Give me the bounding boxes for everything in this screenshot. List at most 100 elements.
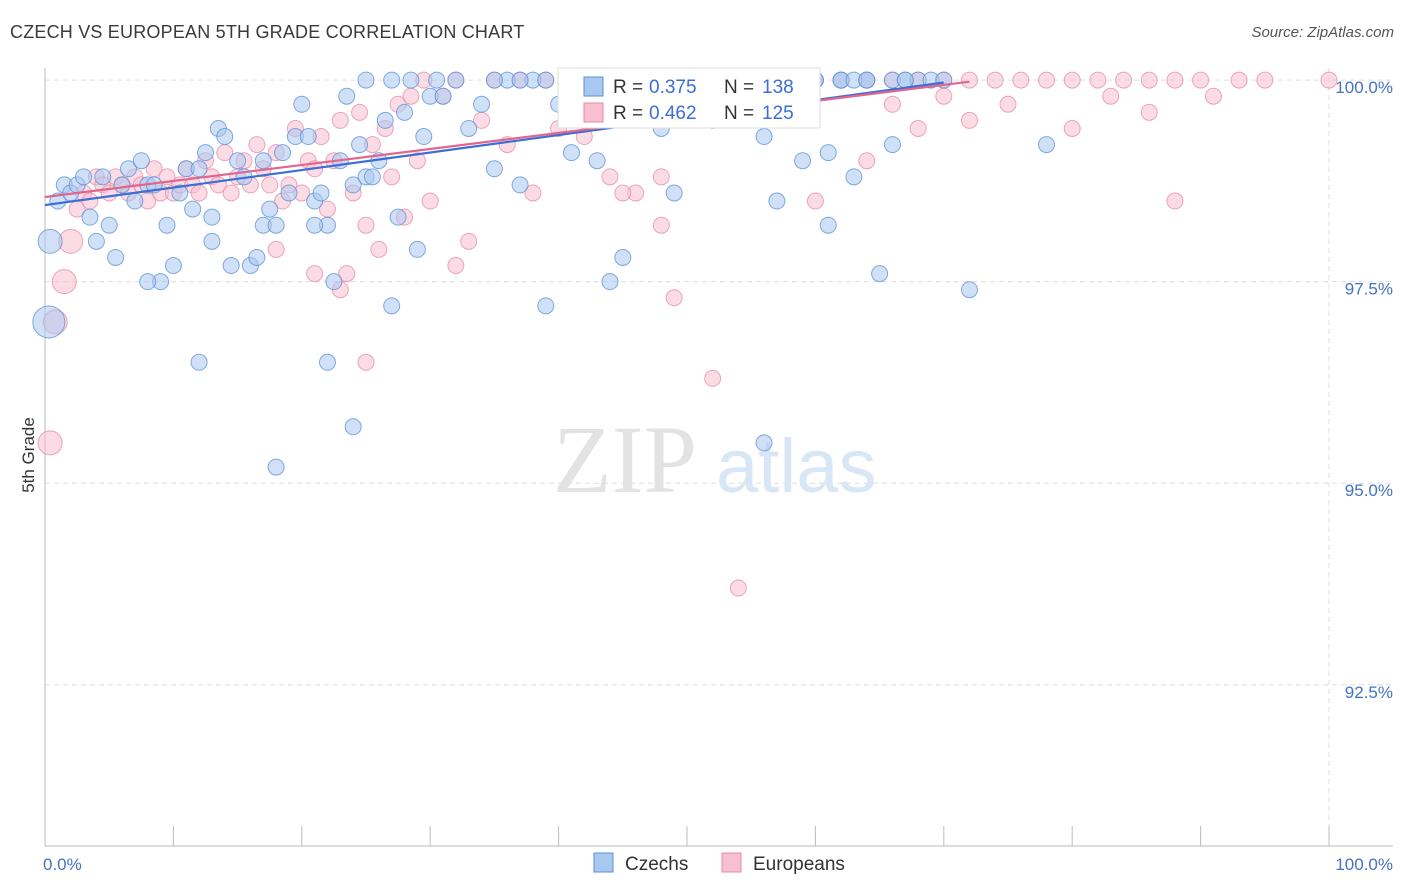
czech-point [171,184,189,202]
czech-point [755,434,773,452]
european-point [1230,71,1248,89]
european-point [1204,87,1222,105]
european-point [1063,119,1081,137]
czech-point [768,192,786,210]
european-point [652,168,670,186]
stats-legend: R = 0.375 N = 138 R = 0.462 N = 125 [557,67,821,129]
watermark-zip: ZIP [553,406,697,513]
european-point [1166,192,1184,210]
czech-point [794,152,812,170]
european-point [51,269,77,295]
czech-point [389,208,407,226]
czech-point [37,228,63,254]
european-point [383,168,401,186]
european-point [1115,71,1133,89]
european-point [729,579,747,597]
european-point [1256,71,1274,89]
czechs-r-label: R = [613,77,643,98]
czech-point [376,111,394,129]
european-point [1192,71,1210,89]
european-point [1063,71,1081,89]
czech-point [132,152,150,170]
european-point [248,136,266,154]
european-point [935,87,953,105]
european-point [306,265,324,283]
x-ticks [172,826,1330,846]
czech-point [216,128,234,146]
y-tick-label: 92.5% [1345,683,1393,702]
czech-point [511,176,529,194]
european-point [909,119,927,137]
czech-point [344,176,362,194]
x-tick-label: 0.0% [43,855,82,874]
europeans-r-label: R = [613,103,643,124]
czech-point [312,184,330,202]
european-point [858,152,876,170]
czech-point [261,200,279,218]
european-point [614,184,632,202]
czech-point [460,119,478,137]
czech-point [229,152,247,170]
czech-point [363,168,381,186]
europeans-swatch [583,102,604,123]
europeans-n-value: 125 [762,103,794,124]
czech-point [87,232,105,250]
czech-point [197,144,214,162]
czech-point [665,184,683,202]
czech-point [383,71,401,89]
czech-point [473,95,491,113]
european-point [652,216,670,234]
czech-point [485,71,503,89]
european-point [1320,71,1338,89]
watermark: ZIP atlas [553,406,877,513]
european-point [960,71,978,89]
european-point [351,103,369,121]
czech-point [81,208,99,226]
czech-point [537,297,555,315]
czech-point [126,192,144,210]
czech-point [338,87,356,105]
czech-point [280,184,298,202]
european-point [806,192,824,210]
y-axis-label: 5th Grade [19,417,38,493]
czech-point [351,136,369,154]
y-tick-labels: 100.0% 97.5% 95.0% 92.5% [1335,78,1393,702]
czech-point [845,168,863,186]
czech-point [107,248,125,266]
legend-europeans-label: Europeans [753,854,845,875]
european-point [357,216,375,234]
czech-point [318,353,336,371]
czech-point [158,216,176,234]
czech-point [299,128,317,146]
czechs-points [32,71,1056,476]
european-point [267,240,285,258]
czech-point [190,353,208,371]
czech-point [755,128,773,146]
european-point [1089,71,1107,89]
czech-point [408,240,426,258]
czech-point [32,305,66,339]
x-tick-labels: 0.0% 100.0% [43,855,1393,874]
european-point [999,95,1017,113]
czech-point [267,216,285,234]
czech-point [254,152,272,170]
watermark-atlas: atlas [716,424,877,509]
european-point [460,232,478,250]
european-point [81,192,99,210]
czech-point [428,71,446,89]
czechs-swatch [583,76,604,97]
european-point [370,240,388,258]
chart-title: CZECH VS EUROPEAN 5TH GRADE CORRELATION … [10,22,525,42]
czech-point [485,160,503,178]
european-point [601,168,619,186]
czech-point [75,168,93,186]
europeans-trendline [44,80,970,199]
czech-point [396,103,414,121]
european-point [665,289,683,307]
european-point [1166,71,1184,89]
czech-point [325,273,343,291]
czech-point [100,216,118,234]
source-label: Source: ZipAtlas.com [1251,24,1394,41]
czech-point [119,160,137,178]
y-tick-label: 95.0% [1345,481,1393,500]
